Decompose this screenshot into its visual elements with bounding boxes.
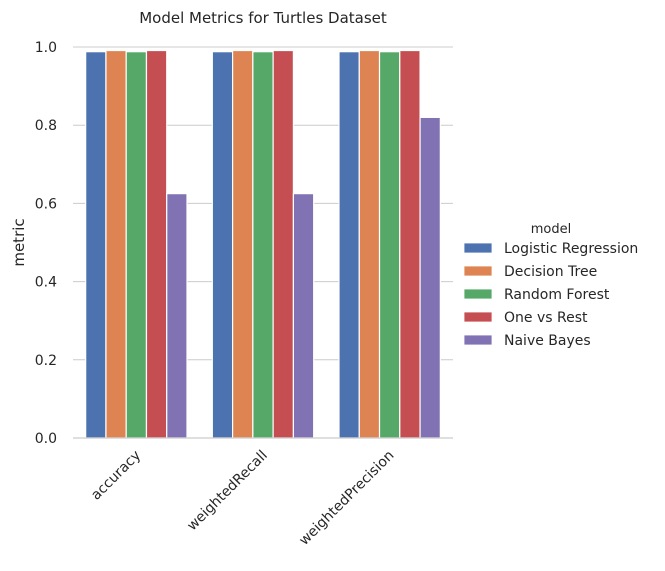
bar [399, 49, 421, 439]
bar [419, 116, 441, 439]
bar [378, 51, 401, 439]
bar [166, 193, 188, 439]
y-tick-label: 0.6 [35, 196, 57, 212]
y-tick-label: 0.0 [35, 431, 57, 447]
x-tick-label: weightedPrecision [296, 448, 397, 549]
bar [358, 49, 381, 439]
chart-title: Model Metrics for Turtles Dataset [139, 9, 387, 27]
bar [125, 51, 148, 439]
bar [232, 49, 254, 439]
y-tick-labels: 0.0 0.2 0.4 0.6 0.8 1.0 [35, 40, 57, 447]
bar [85, 51, 107, 439]
bar [338, 51, 360, 439]
y-tick-label: 0.8 [35, 118, 57, 134]
x-tick-label: weightedRecall [184, 448, 271, 535]
y-tick-label: 1.0 [35, 40, 57, 56]
bar [252, 51, 274, 439]
legend-label: Naive Bayes [504, 333, 591, 349]
legend-swatch [463, 311, 493, 323]
legend-label: Random Forest [504, 287, 610, 303]
legend-title: model [531, 222, 571, 237]
bar [211, 51, 234, 439]
bars [85, 49, 441, 439]
y-tick-label: 0.2 [35, 353, 57, 369]
legend-swatch [463, 242, 493, 254]
legend-label: Decision Tree [504, 264, 597, 280]
legend-label: One vs Rest [504, 310, 588, 326]
bar [292, 193, 315, 439]
bar [105, 49, 127, 439]
y-axis-label: metric [10, 218, 28, 266]
legend-swatch [463, 265, 493, 277]
x-tick-labels: accuracy weightedRecall weightedPrecision [88, 448, 397, 549]
legend-label: Logistic Regression [504, 241, 638, 257]
bar [145, 49, 168, 439]
legend-swatch [463, 334, 493, 346]
x-tick-label: accuracy [88, 448, 144, 504]
y-tick-label: 0.4 [35, 275, 57, 291]
legend-swatch [463, 288, 493, 300]
legend: model Logistic Regression Decision Tree Ra… [463, 222, 638, 349]
bar [272, 49, 294, 439]
